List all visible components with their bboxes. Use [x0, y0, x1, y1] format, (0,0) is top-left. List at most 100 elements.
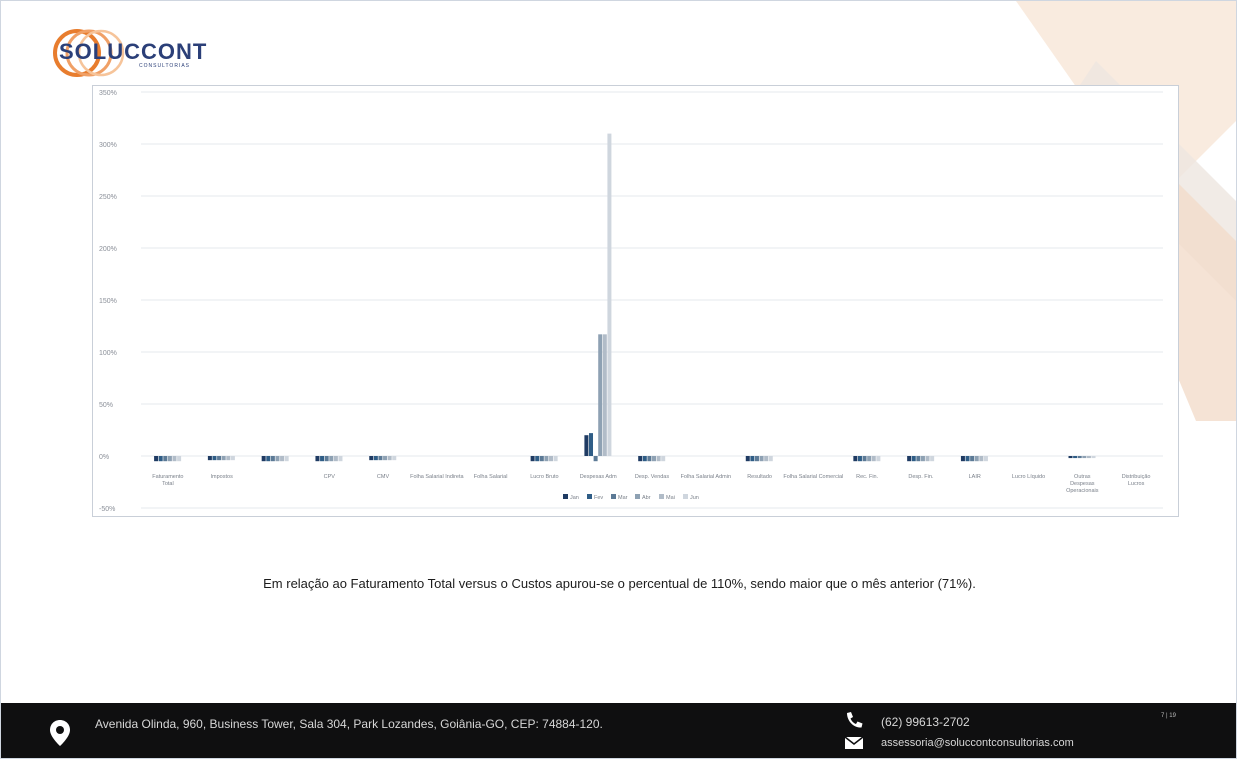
- y-tick-label: 100%: [99, 350, 117, 357]
- bar: [652, 456, 656, 462]
- legend-swatch: [587, 494, 592, 499]
- bar: [207, 456, 212, 461]
- bar: [167, 456, 172, 462]
- bar: [270, 456, 275, 462]
- x-tick-label: Rec. Fin.: [856, 474, 878, 480]
- x-tick-label: Operacionais: [1066, 488, 1099, 494]
- phone-icon: [847, 712, 863, 728]
- bar: [647, 456, 652, 462]
- y-tick-label: 350%: [99, 90, 117, 97]
- x-tick-label: Impostos: [211, 474, 234, 480]
- bar: [387, 456, 392, 461]
- bar: [1091, 456, 1096, 459]
- x-tick-label: CMV: [377, 474, 390, 480]
- bar: [163, 456, 168, 462]
- x-tick-label: LAIR: [969, 474, 981, 480]
- bar: [602, 334, 607, 456]
- bar: [983, 456, 988, 462]
- x-tick-label: Folha Salarial Comercial: [783, 474, 843, 480]
- bar: [378, 456, 383, 461]
- bar: [212, 456, 217, 461]
- bar: [324, 456, 329, 462]
- y-tick-label: 250%: [99, 194, 117, 201]
- legend-label: Mar: [618, 495, 628, 501]
- bar: [754, 456, 759, 462]
- bar: [593, 456, 598, 462]
- bar: [911, 456, 916, 462]
- page-number: 7 | 19: [1161, 713, 1176, 719]
- bar: [925, 456, 930, 462]
- percentage-bar-chart: -50% 0% 50% 100% 150% 200% 250% 300% 350% Faturam…: [99, 90, 1163, 513]
- legend-swatch: [563, 494, 568, 499]
- y-tick-label: 150%: [99, 298, 117, 305]
- bar: [960, 456, 965, 462]
- chart-container: -50% 0% 50% 100% 150% 200% 250% 300% 350% Faturam…: [92, 85, 1179, 517]
- bar: [745, 456, 750, 462]
- phone-number: (62) 99613-2702: [881, 715, 970, 729]
- bar: [1068, 456, 1073, 459]
- bar: [598, 334, 603, 456]
- address-text: Avenida Olinda, 960, Business Tower, Sal…: [95, 717, 603, 731]
- bar: [226, 456, 231, 461]
- legend-label: Mai: [666, 495, 675, 501]
- bar: [876, 456, 881, 462]
- x-tick-label: Lucro Bruto: [530, 474, 558, 480]
- bar: [217, 456, 222, 461]
- bar: [553, 456, 558, 462]
- bar: [383, 456, 388, 461]
- y-tick-label: 200%: [99, 246, 117, 253]
- y-tick-label: 50%: [99, 402, 113, 409]
- y-tick-label: -50%: [99, 506, 115, 513]
- x-tick-label: Total: [162, 481, 174, 487]
- x-tick-label: Lucro Líquido: [1012, 474, 1045, 480]
- bar: [338, 456, 343, 462]
- bar: [261, 456, 266, 462]
- bar: [329, 456, 334, 462]
- bar: [221, 456, 226, 461]
- bar: [1086, 456, 1091, 459]
- x-tick-label: Despesas: [1070, 481, 1095, 487]
- bar: [607, 133, 612, 456]
- x-tick-label: Lucros: [1128, 481, 1145, 487]
- legend-label: Jan: [570, 495, 579, 501]
- bar: [857, 456, 862, 462]
- email-address: assessoria@soluccontconsultorias.com: [881, 737, 1074, 749]
- y-tick-label: 0%: [99, 454, 109, 461]
- location-pin-icon: [50, 720, 70, 746]
- bar: [230, 456, 235, 461]
- x-tick-label: Folha Salarial Indireta: [410, 474, 464, 480]
- bar: [280, 456, 285, 462]
- bar: [266, 456, 271, 462]
- bar: [320, 456, 325, 462]
- mail-icon: [844, 736, 864, 749]
- x-tick-label: Despesas Adm: [580, 474, 617, 480]
- bar: [315, 456, 320, 462]
- x-tick-label: Distribuição: [1122, 474, 1151, 480]
- bar: [970, 456, 975, 462]
- legend-label: Jun: [690, 495, 699, 501]
- bar: [373, 456, 378, 461]
- bar: [158, 456, 163, 462]
- bar: [539, 456, 544, 462]
- bar: [979, 456, 984, 462]
- legend-swatch: [611, 494, 616, 499]
- x-tick-label: CPV: [324, 474, 336, 480]
- bar: [642, 456, 647, 462]
- bar: [589, 433, 594, 456]
- x-tick-label: Desp. Vendas: [635, 474, 669, 480]
- bar: [1082, 456, 1087, 459]
- bar: [920, 456, 925, 462]
- x-tick-label: Folha Salarial Admin: [681, 474, 731, 480]
- bar: [656, 456, 661, 462]
- x-tick-label: Faturamento: [152, 474, 183, 480]
- bar: [1077, 456, 1082, 459]
- bar: [530, 456, 535, 462]
- bar: [867, 456, 872, 462]
- x-tick-label: Folha Salarial: [474, 474, 508, 480]
- bar: [535, 456, 540, 462]
- legend-label: Fev: [594, 495, 603, 501]
- bar: [369, 456, 374, 461]
- logo-rings-icon: [53, 29, 125, 77]
- bar: [549, 456, 554, 462]
